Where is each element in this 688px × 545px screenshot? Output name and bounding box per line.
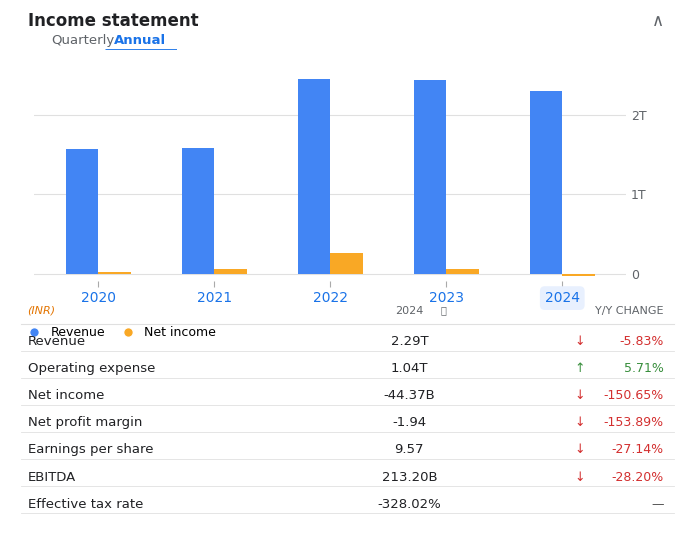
Text: Income statement: Income statement xyxy=(28,12,198,30)
Text: Effective tax rate: Effective tax rate xyxy=(28,498,143,511)
Text: ↓: ↓ xyxy=(574,470,585,483)
Legend: Revenue, Net income: Revenue, Net income xyxy=(17,321,221,344)
Text: 9.57: 9.57 xyxy=(395,444,424,457)
Bar xyxy=(182,148,214,274)
Text: Net profit margin: Net profit margin xyxy=(28,416,142,429)
Text: -44.37B: -44.37B xyxy=(383,389,436,402)
Text: Revenue: Revenue xyxy=(28,335,85,348)
Text: Quarterly: Quarterly xyxy=(52,34,115,47)
Text: 213.20B: 213.20B xyxy=(382,470,437,483)
Text: -150.65%: -150.65% xyxy=(603,389,664,402)
Text: ↓: ↓ xyxy=(574,389,585,402)
Text: -28.20%: -28.20% xyxy=(612,470,664,483)
Text: -1.94: -1.94 xyxy=(392,416,427,429)
Bar xyxy=(98,272,131,274)
Text: -27.14%: -27.14% xyxy=(612,444,664,457)
Bar xyxy=(562,274,594,276)
Text: (INR): (INR) xyxy=(28,306,56,316)
Text: 2024: 2024 xyxy=(395,306,424,316)
Bar xyxy=(298,80,330,274)
Bar xyxy=(330,253,363,274)
Text: ∧: ∧ xyxy=(652,12,664,30)
Text: 2.29T: 2.29T xyxy=(391,335,428,348)
Text: —: — xyxy=(652,498,664,511)
Text: Net income: Net income xyxy=(28,389,104,402)
Text: Earnings per share: Earnings per share xyxy=(28,444,153,457)
Bar xyxy=(214,269,247,274)
Text: 5.71%: 5.71% xyxy=(624,362,664,376)
Text: ↓: ↓ xyxy=(574,444,585,457)
Text: -153.89%: -153.89% xyxy=(604,416,664,429)
Text: ↑: ↑ xyxy=(574,362,585,376)
Text: Y/Y CHANGE: Y/Y CHANGE xyxy=(595,306,664,316)
Text: ↓: ↓ xyxy=(574,335,585,348)
Text: 1.04T: 1.04T xyxy=(391,362,428,376)
Text: Annual: Annual xyxy=(114,34,166,47)
Text: ⓘ: ⓘ xyxy=(440,306,447,316)
Bar xyxy=(530,92,562,274)
Bar xyxy=(413,80,447,274)
Text: -328.02%: -328.02% xyxy=(378,498,441,511)
Text: EBITDA: EBITDA xyxy=(28,470,76,483)
Bar xyxy=(447,269,479,274)
Text: ↓: ↓ xyxy=(574,416,585,429)
Bar xyxy=(66,149,98,274)
Text: -5.83%: -5.83% xyxy=(620,335,664,348)
Text: Operating expense: Operating expense xyxy=(28,362,155,376)
